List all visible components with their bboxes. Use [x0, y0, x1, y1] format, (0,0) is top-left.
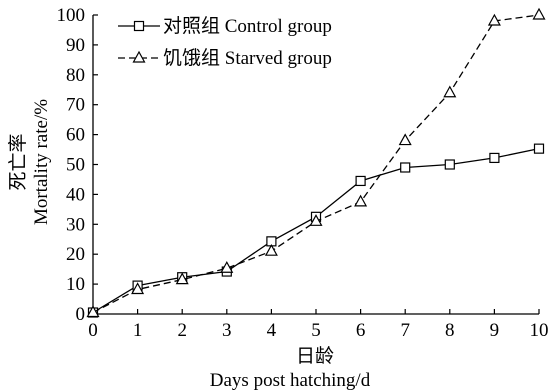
y-tick-label: 0: [76, 304, 86, 325]
x-axis-label-english: Days post hatching/d: [210, 370, 371, 391]
y-tick-label: 70: [66, 95, 85, 116]
data-point-square: [489, 152, 500, 164]
y-tick-label: 30: [66, 214, 85, 235]
y-tick-label: 90: [66, 35, 85, 56]
legend-label: 饥饿组 Starved group: [163, 47, 332, 69]
y-tick-label: 40: [66, 184, 85, 205]
series-triangle: [86, 7, 546, 318]
data-point-triangle: [354, 194, 368, 207]
data-point-triangle: [175, 272, 189, 285]
data-point-square: [355, 175, 366, 187]
data-point-triangle: [398, 133, 412, 146]
legend-marker-triangle: [132, 50, 146, 63]
data-point-triangle: [487, 13, 501, 26]
legend: 对照组 Control group 饥饿组 Starved group: [118, 15, 332, 69]
y-axis-label-chinese: 死亡率: [7, 133, 29, 190]
data-point-triangle: [131, 282, 145, 295]
data-point-square: [444, 159, 455, 170]
x-ticks: 0 1 2 3 4 5 6 7 8 9 10: [88, 309, 549, 341]
x-tick-label: 0: [88, 320, 98, 341]
x-tick-label: 1: [133, 320, 143, 341]
series-line: [92, 148, 540, 314]
x-tick-label: 7: [400, 320, 410, 341]
x-tick-label: 8: [445, 320, 455, 341]
data-point-square: [400, 162, 411, 173]
x-tick-label: 2: [177, 320, 187, 341]
y-tick-label: 60: [66, 125, 85, 146]
y-axis-label-english: Mortality rate/%: [31, 99, 52, 225]
x-tick-label: 9: [490, 320, 500, 341]
data-point-triangle: [220, 261, 234, 273]
y-tick-label: 50: [66, 155, 85, 176]
data-point-triangle: [309, 214, 323, 226]
y-tick-label: 80: [66, 65, 85, 86]
legend-marker-square: [133, 20, 145, 32]
y-tick-label: 100: [57, 5, 86, 26]
x-tick-label: 10: [530, 320, 549, 341]
data-point-triangle: [443, 85, 457, 98]
x-tick-label: 4: [267, 320, 277, 341]
x-tick-label: 3: [222, 320, 232, 341]
series-square: [87, 143, 545, 318]
legend-label: 对照组 Control group: [163, 15, 332, 37]
data-point-triangle: [86, 305, 100, 318]
y-tick-label: 10: [66, 274, 85, 295]
series-layer: [86, 7, 546, 318]
x-axis-label-chinese: 日龄: [296, 345, 334, 367]
data-point-square: [533, 143, 545, 154]
data-point-triangle: [532, 7, 546, 20]
y-tick-label: 20: [66, 244, 85, 265]
data-point-triangle: [264, 243, 278, 256]
y-ticks: 0 10 20 30 40 50 60 70 80 90 100: [57, 5, 98, 325]
x-tick-label: 6: [356, 320, 366, 341]
x-tick-label: 5: [311, 320, 321, 341]
